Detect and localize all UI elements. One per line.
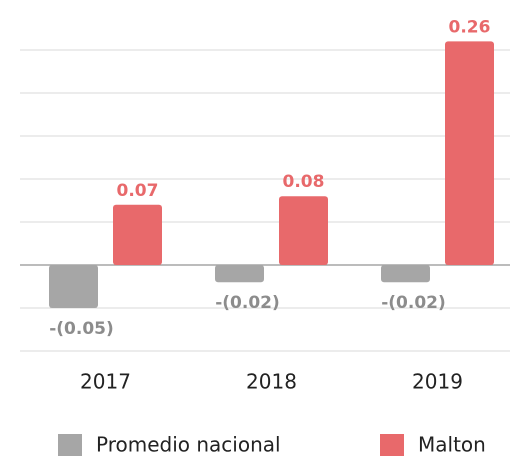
data-label: -(0.02) (381, 293, 446, 313)
data-label: -(0.02) (215, 293, 280, 313)
data-label: 0.26 (449, 17, 491, 37)
x-tick-label: 2018 (246, 370, 297, 394)
data-label: 0.08 (283, 172, 325, 192)
bar (279, 196, 328, 265)
bar (49, 265, 98, 308)
legend-swatch (380, 434, 404, 456)
legend-swatch (58, 434, 82, 456)
data-label: -(0.05) (49, 319, 114, 339)
bar (215, 265, 264, 283)
data-label: 0.07 (117, 181, 159, 201)
bar (113, 204, 162, 265)
legend-label: Promedio nacional (96, 433, 281, 457)
legend-label: Malton (418, 433, 486, 457)
bar (381, 265, 430, 283)
x-tick-label: 2017 (80, 370, 131, 394)
x-tick-label: 2019 (412, 370, 463, 394)
bar (445, 41, 494, 266)
